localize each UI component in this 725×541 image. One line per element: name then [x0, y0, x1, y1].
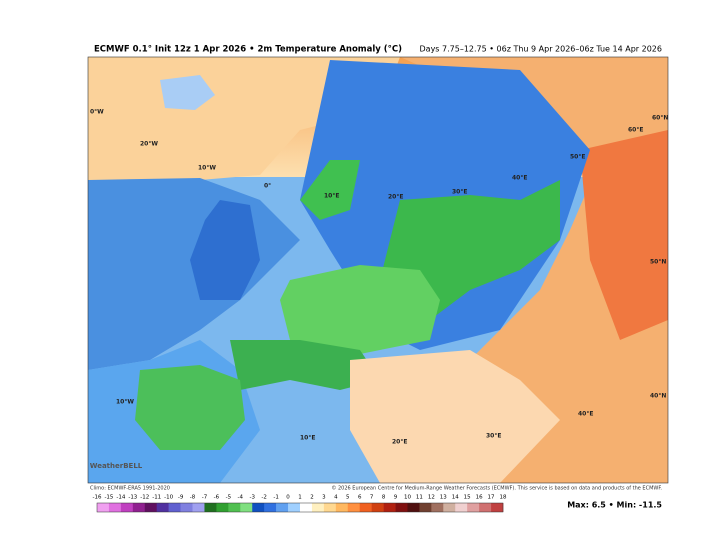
- colorbar-swatch: [431, 503, 444, 512]
- climo: Climo: ECMWF-ERA5 1991-2020: [90, 486, 170, 492]
- colorbar-label: 15: [464, 495, 471, 501]
- map-label: 20°E: [388, 194, 403, 201]
- colorbar-label: 14: [452, 495, 459, 501]
- map-label: 10°W: [116, 399, 134, 406]
- colorbar-swatch: [216, 503, 229, 512]
- colorbar-label: 10: [404, 495, 411, 501]
- colorbar-swatch: [407, 503, 420, 512]
- map-label: 0°: [264, 183, 271, 190]
- colorbar-label: -8: [190, 495, 196, 501]
- colorbar-label: 6: [358, 495, 362, 501]
- map-label: 40°N: [650, 393, 666, 400]
- colorbar-label: 7: [370, 495, 374, 501]
- colorbar-label: 3: [322, 495, 326, 501]
- map-label: 10°E: [324, 193, 339, 200]
- colorbar-swatch: [359, 503, 372, 512]
- colorbar-swatch: [383, 503, 396, 512]
- colorbar: -16 -15 -14 -13 -12 -11 -10 -9 -8 -7 -6 -5 -4 -3 -2 -1 0…: [93, 495, 507, 513]
- colorbar-label: -6: [214, 495, 220, 501]
- colorbar-label: 17: [488, 495, 495, 501]
- colorbar-swatch: [347, 503, 361, 512]
- colorbar-label: 12: [428, 495, 435, 501]
- colorbar-frame: [96, 502, 504, 513]
- colorbar-swatch: [180, 503, 193, 512]
- colorbar-label: 4: [334, 495, 338, 501]
- colorbar-swatch: [156, 503, 169, 512]
- colorbar-swatch: [108, 503, 122, 512]
- map-label: 50°N: [650, 259, 666, 266]
- map-label: 40°E: [578, 411, 593, 418]
- colorbar-label: -15: [104, 495, 113, 501]
- colorbar-swatch: [228, 503, 241, 512]
- colorbar-swatch: [264, 503, 277, 512]
- map-label: 60°E: [628, 127, 643, 134]
- colorbar-label: -3: [249, 495, 255, 501]
- colorbar-label: 1: [298, 495, 302, 501]
- colorbar-swatch: [252, 503, 265, 512]
- colorbar-label: 2: [310, 495, 314, 501]
- map-label: 30°E: [486, 433, 501, 440]
- colorbar-label: -12: [140, 495, 149, 501]
- map-label: 10°E: [300, 435, 315, 442]
- colorbar-swatch: [371, 503, 384, 512]
- colorbar-swatch: [479, 503, 492, 512]
- colorbar-label: -16: [93, 495, 102, 501]
- map-label: 60°N: [652, 115, 668, 122]
- colorbar-swatch: [204, 503, 217, 512]
- map-label: 10°W: [198, 165, 216, 172]
- max-min: Max: 6.5 • Min: -11.5: [567, 501, 662, 510]
- colorbar-swatch: [491, 503, 504, 512]
- colorbar-swatch: [335, 503, 349, 512]
- colorbar-swatch: [467, 503, 480, 512]
- period: Days 7.75–12.75 • 06z Thu 9 Apr 2026–06z…: [420, 45, 663, 54]
- colorbar-label: 0: [286, 495, 290, 501]
- colorbar-label: 9: [394, 495, 398, 501]
- colorbar-label: 11: [416, 495, 423, 501]
- colorbar-swatch: [132, 503, 146, 512]
- title: ECMWF 0.1° Init 12z 1 Apr 2026 • 2m Temp…: [94, 45, 402, 55]
- colorbar-label: 13: [440, 495, 447, 501]
- colorbar-label: 18: [500, 495, 507, 501]
- watermark: WeatherBELL: [90, 462, 143, 470]
- colorbar-swatch: [311, 503, 325, 512]
- colorbar-swatch: [323, 503, 337, 512]
- colorbar-swatch: [443, 503, 456, 512]
- colorbar-swatch: [240, 503, 253, 512]
- colorbar-label: 5: [346, 495, 350, 501]
- colorbar-swatch: [144, 503, 158, 512]
- colorbar-label: -11: [152, 495, 161, 501]
- colorbar-swatch: [120, 503, 134, 512]
- map-label: 50°E: [570, 154, 585, 161]
- map-label: 30°E: [452, 189, 467, 196]
- colorbar-label: 16: [476, 495, 483, 501]
- colorbar-label: -1: [273, 495, 278, 501]
- colorbar-swatch: [395, 503, 408, 512]
- colorbar-label: -5: [226, 495, 232, 501]
- map-frame: [87, 56, 669, 484]
- colorbar-swatch: [300, 503, 313, 512]
- copyright: © 2026 European Centre for Medium-Range …: [331, 485, 662, 492]
- colorbar-label: -2: [261, 495, 266, 501]
- colorbar-label: -10: [164, 495, 173, 501]
- colorbar-swatch: [455, 503, 468, 512]
- colorbar-label: -14: [116, 495, 125, 501]
- colorbar-swatch: [97, 503, 110, 512]
- colorbar-swatch: [192, 503, 205, 512]
- colorbar-swatch: [288, 503, 301, 512]
- map: [88, 57, 668, 483]
- colorbar-label: -9: [178, 495, 184, 501]
- colorbar-label: -7: [202, 495, 208, 501]
- colorbar-label: -13: [128, 495, 137, 501]
- colorbar-swatch: [276, 503, 289, 512]
- map-label: 20°W: [140, 141, 158, 148]
- map-label: 0°W: [90, 109, 104, 116]
- colorbar-swatch: [419, 503, 432, 512]
- colorbar-label: 8: [382, 495, 386, 501]
- map-label: 20°E: [392, 439, 407, 446]
- colorbar-label: -4: [238, 495, 244, 501]
- map-label: 40°E: [512, 175, 527, 182]
- colorbar-swatch: [168, 503, 181, 512]
